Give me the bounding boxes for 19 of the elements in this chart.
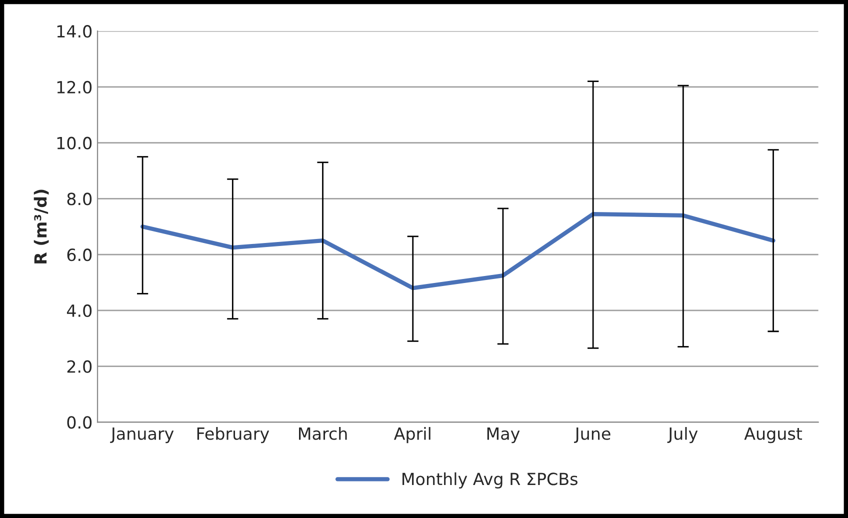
- legend-label: Monthly Avg R ΣPCBs: [402, 472, 578, 488]
- x-tick-label: April: [394, 427, 430, 444]
- line-series: [140, 212, 776, 290]
- y-tick-label: 14.0: [57, 25, 92, 38]
- y-tick-label: 12.0: [57, 80, 92, 94]
- y-tick-label: 8.0: [67, 192, 92, 206]
- y-tick-label: 10.0: [57, 136, 92, 150]
- x-tick-label: January: [110, 428, 174, 444]
- x-tick-label: March: [299, 427, 347, 440]
- x-tick-label: February: [197, 427, 270, 444]
- x-tick-label: May: [487, 428, 520, 444]
- y-tick-label: 0.0: [67, 416, 92, 429]
- y-tick-label: 4.0: [66, 304, 92, 317]
- x-tick-label: July: [667, 427, 698, 444]
- x-tick-label: August: [744, 428, 802, 444]
- y-tick-label: 2.0: [67, 360, 92, 373]
- x-tick-label: June: [574, 428, 610, 444]
- y-tick-label: 6.0: [67, 248, 92, 262]
- y-axis-title: R (m³/d): [34, 190, 49, 264]
